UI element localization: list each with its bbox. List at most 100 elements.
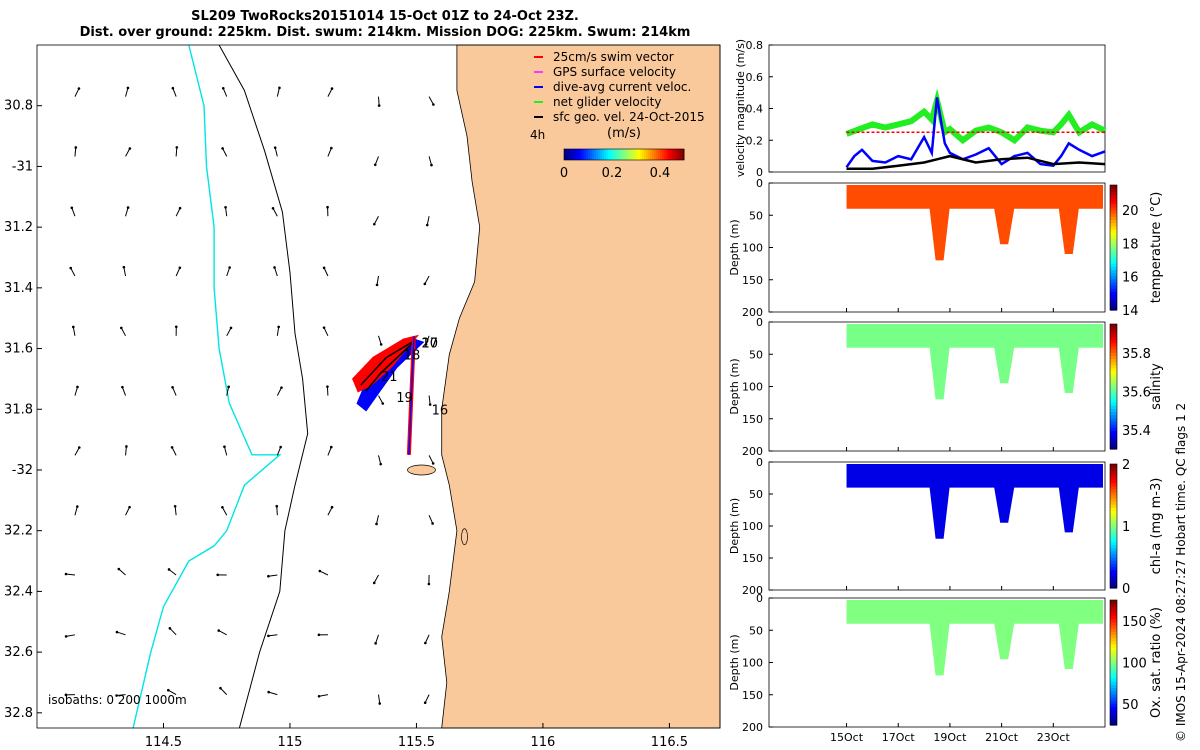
garden-island — [461, 528, 468, 546]
section-colorbar-cell — [1110, 603, 1117, 607]
section-colorbar-cell — [1110, 566, 1117, 570]
section-colorbar-cell — [1110, 228, 1117, 233]
section-colorbar-cell — [1110, 572, 1117, 577]
geo-vector — [74, 88, 80, 97]
geo-vector — [378, 455, 382, 465]
geo-vector-head — [174, 325, 178, 329]
geo-vector-head — [424, 641, 427, 645]
geo-vector-head — [430, 163, 433, 167]
geo-vector-head — [77, 446, 81, 449]
section-colorbar-cell — [1110, 222, 1117, 227]
section-colorbar-cell — [1110, 294, 1117, 299]
colorbar-cell — [586, 149, 589, 160]
geo-vector-head — [128, 505, 131, 509]
colorbar-cell — [568, 149, 571, 160]
section-ylabel: Depth (m) — [728, 634, 741, 690]
colorbar-cell — [660, 149, 663, 160]
section-data-band — [846, 464, 1103, 539]
section-colorbar-cell — [1110, 491, 1117, 496]
section-colorbar-cell — [1110, 185, 1117, 189]
colorbar-cell — [612, 149, 615, 160]
colorbar-side-label: 4h — [530, 128, 545, 142]
geo-vector — [323, 267, 329, 277]
section-colorbar-cell — [1110, 535, 1117, 539]
section-colorbar-cell — [1110, 345, 1117, 350]
geo-vector — [74, 386, 78, 396]
geo-vector — [374, 156, 379, 165]
section-colorbar-cell — [1110, 569, 1117, 574]
geo-vector — [428, 156, 432, 166]
colorbar-cell — [676, 149, 679, 160]
geo-vector — [319, 570, 329, 576]
section-colorbar-cell — [1110, 367, 1117, 372]
section-colorbar-cell — [1110, 253, 1117, 258]
velocity-ytick-label: 0 — [756, 166, 763, 179]
colorbar-cell — [648, 149, 651, 160]
geo-vector-head — [216, 573, 220, 577]
section-colorbar-cell — [1110, 263, 1117, 267]
section-colorbar-cell — [1110, 405, 1117, 409]
section-colorbar-cell — [1110, 479, 1117, 484]
section-ytick-label: 200 — [742, 306, 763, 319]
map-xtick-label: 115.5 — [398, 735, 435, 750]
colorbar-cell — [592, 149, 595, 160]
section-colorbar-cell — [1110, 600, 1117, 604]
section-colorbar-cell — [1110, 241, 1117, 245]
geo-vector-head — [377, 104, 381, 107]
section-colorbar-cell — [1110, 210, 1117, 214]
geo-vector-head — [373, 163, 377, 167]
section-colorbar-cell — [1110, 498, 1117, 502]
section-colorbar-cell — [1110, 557, 1117, 561]
section-colorbar-cell — [1110, 358, 1117, 363]
section-colorbar-cell — [1110, 485, 1117, 490]
geo-vector — [74, 506, 78, 516]
section-colorbar-cell — [1110, 621, 1117, 626]
colorbar-cell — [642, 149, 645, 160]
section-colorbar-cell — [1110, 235, 1117, 239]
section-colorbar-cell — [1110, 529, 1117, 533]
colorbar-cell — [600, 149, 603, 160]
section-colorbar-cell — [1110, 445, 1117, 450]
colorbar-cell — [618, 149, 621, 160]
colorbar-cell — [620, 149, 623, 160]
geo-vector-head — [229, 326, 233, 330]
section-colorbar-cell — [1110, 532, 1117, 536]
geo-track — [360, 338, 417, 392]
geo-vector-head — [223, 445, 226, 448]
geo-vector — [226, 327, 232, 337]
dive-track-south — [408, 336, 415, 455]
section-colorbar-cell — [1110, 364, 1117, 369]
geo-vector-head — [318, 569, 322, 573]
geo-vector-head — [326, 205, 329, 209]
colorbar-cell — [616, 149, 619, 160]
section-ytick-label: 0 — [756, 316, 763, 329]
section-colorbar-cell — [1110, 247, 1117, 252]
geo-vector-head — [221, 506, 224, 509]
isobath-note: isobaths: 0 200 1000m — [48, 693, 187, 707]
colorbar-cell — [646, 149, 649, 160]
geo-vector-head — [167, 568, 171, 571]
section-ytick-label: 100 — [742, 242, 763, 255]
geo-vector — [373, 574, 379, 584]
section-ytick-label: 150 — [742, 552, 763, 565]
section-colorbar-cell — [1110, 420, 1117, 425]
section-colorbar-cell — [1110, 653, 1117, 657]
section-colorbar-tick: 14 — [1122, 304, 1139, 319]
geo-vector — [223, 446, 228, 456]
section-colorbar-cell — [1110, 690, 1117, 695]
section-colorbar-tick: 1 — [1122, 520, 1130, 535]
geo-vector — [268, 691, 278, 696]
section-ytick-label: 100 — [742, 657, 763, 670]
section-colorbar-cell — [1110, 206, 1117, 211]
geo-vector — [376, 515, 379, 525]
section-colorbar-cell — [1110, 288, 1117, 292]
colorbar-frame — [563, 148, 685, 161]
geo-vector — [276, 87, 280, 97]
section-colorbar-cell — [1110, 575, 1117, 580]
geo-vector — [327, 446, 332, 456]
section-ytick-label: 200 — [742, 584, 763, 597]
track-day-label: 16 — [432, 403, 449, 418]
geo-vector-head — [120, 326, 123, 330]
section-colorbar-cell — [1110, 342, 1117, 347]
colorbar-cell — [644, 149, 647, 160]
